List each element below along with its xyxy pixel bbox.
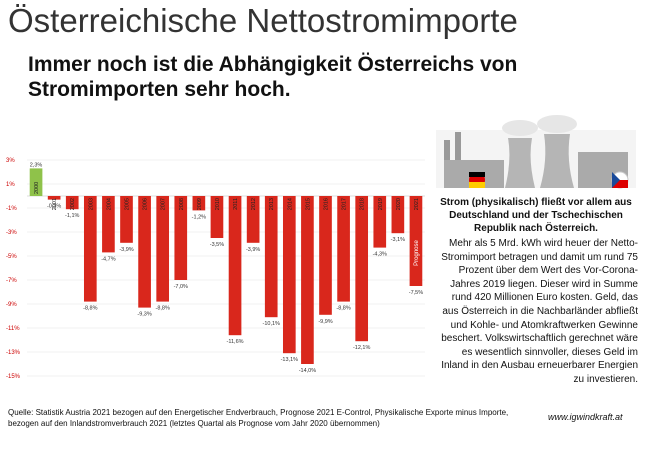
value-label: -1,1% bbox=[65, 213, 79, 219]
y-tick-label: -1% bbox=[6, 206, 17, 212]
x-tick-label: 2021 bbox=[414, 198, 420, 210]
y-tick-label: -13% bbox=[6, 350, 21, 356]
value-label: -9,9% bbox=[318, 319, 332, 325]
y-tick-label: -9% bbox=[6, 302, 17, 308]
bar bbox=[156, 196, 170, 302]
bar bbox=[192, 196, 206, 211]
value-label: -4,3% bbox=[373, 252, 387, 258]
value-label: -8,8% bbox=[336, 306, 350, 312]
bar bbox=[65, 196, 79, 210]
x-tick-label: 2012 bbox=[251, 198, 257, 210]
bar bbox=[29, 168, 43, 196]
bar bbox=[228, 196, 242, 336]
bar bbox=[355, 196, 369, 342]
y-tick-label: 3% bbox=[6, 158, 15, 164]
x-tick-label: 2015 bbox=[305, 198, 311, 210]
y-tick-label: -7% bbox=[6, 278, 17, 284]
x-tick-label: 2008 bbox=[179, 198, 185, 210]
annotation: Prognose bbox=[414, 239, 420, 265]
x-tick-label: 2005 bbox=[125, 198, 131, 210]
x-tick-label: 2003 bbox=[88, 198, 94, 210]
value-label: -0,3% bbox=[47, 204, 61, 210]
x-tick-label: 2009 bbox=[197, 198, 203, 210]
value-label: -10,1% bbox=[263, 321, 281, 327]
x-tick-label: 2002 bbox=[70, 198, 76, 210]
note-bold: Strom (physikalisch) fließt vor allem au… bbox=[440, 197, 632, 234]
value-label: -3,5% bbox=[210, 242, 224, 248]
subtitle: Immer noch ist die Abhängigkeit Österrei… bbox=[28, 53, 518, 101]
x-tick-label: 2000 bbox=[34, 182, 40, 194]
bar bbox=[174, 196, 188, 280]
bar bbox=[47, 196, 61, 200]
x-tick-label: 2017 bbox=[342, 198, 348, 210]
bar bbox=[391, 196, 405, 234]
x-tick-label: 2011 bbox=[233, 198, 239, 210]
note: Mehr als 5 Mrd. kWh wird heuer der Netto… bbox=[441, 238, 638, 385]
y-tick-label: -11% bbox=[6, 326, 20, 332]
source: Quelle: Statistik Austria 2021 bezogen a… bbox=[8, 408, 509, 428]
bar bbox=[264, 196, 278, 318]
bar bbox=[373, 196, 387, 248]
x-tick-label: 2013 bbox=[269, 198, 275, 210]
y-tick-label: 1% bbox=[6, 182, 15, 188]
x-tick-label: 2014 bbox=[287, 198, 293, 210]
x-tick-label: 2018 bbox=[360, 198, 366, 210]
x-tick-label: 2006 bbox=[143, 198, 149, 210]
bar bbox=[337, 196, 350, 302]
bar bbox=[301, 196, 314, 364]
x-tick-label: 2020 bbox=[396, 198, 402, 210]
x-tick-label: 2004 bbox=[106, 198, 112, 210]
x-tick-label: 2007 bbox=[161, 198, 167, 210]
value-label: -3,9% bbox=[246, 247, 260, 253]
x-tick-label: 2016 bbox=[324, 198, 330, 210]
bar bbox=[138, 196, 151, 308]
bar bbox=[83, 196, 97, 302]
bar bbox=[102, 196, 115, 253]
bar bbox=[246, 196, 260, 243]
value-label: -11,6% bbox=[227, 339, 244, 345]
y-tick-label: -5% bbox=[6, 254, 17, 260]
value-label: -7,0% bbox=[174, 284, 188, 290]
bar bbox=[120, 196, 133, 243]
value-label: 2,3% bbox=[30, 162, 43, 168]
value-label: -3,9% bbox=[119, 247, 133, 253]
y-tick-label: -15% bbox=[6, 374, 21, 380]
bar bbox=[282, 196, 296, 354]
value-label: -9,3% bbox=[137, 312, 151, 318]
title: Österreichische Nettostromimporte bbox=[8, 2, 518, 39]
value-label: -13,1% bbox=[281, 357, 299, 363]
website: www.igwindkraft.at bbox=[548, 412, 623, 422]
x-tick-label: 2010 bbox=[215, 198, 221, 210]
value-label: -4,7% bbox=[101, 256, 115, 262]
bar bbox=[319, 196, 332, 315]
value-label: -12,1% bbox=[353, 345, 371, 351]
bar bbox=[210, 196, 224, 238]
value-label: -7,5% bbox=[409, 290, 423, 296]
value-label: -1,2% bbox=[192, 214, 206, 220]
value-label: -14,0% bbox=[299, 368, 317, 374]
value-label: -3,1% bbox=[391, 237, 405, 243]
x-tick-label: 2019 bbox=[378, 198, 384, 210]
y-tick-label: -3% bbox=[6, 230, 17, 236]
illustration bbox=[436, 115, 636, 189]
value-label: -8,8% bbox=[83, 306, 97, 312]
value-label: -8,8% bbox=[155, 306, 169, 312]
bar bbox=[409, 196, 423, 286]
x-tick-label: 2001 bbox=[52, 198, 58, 210]
